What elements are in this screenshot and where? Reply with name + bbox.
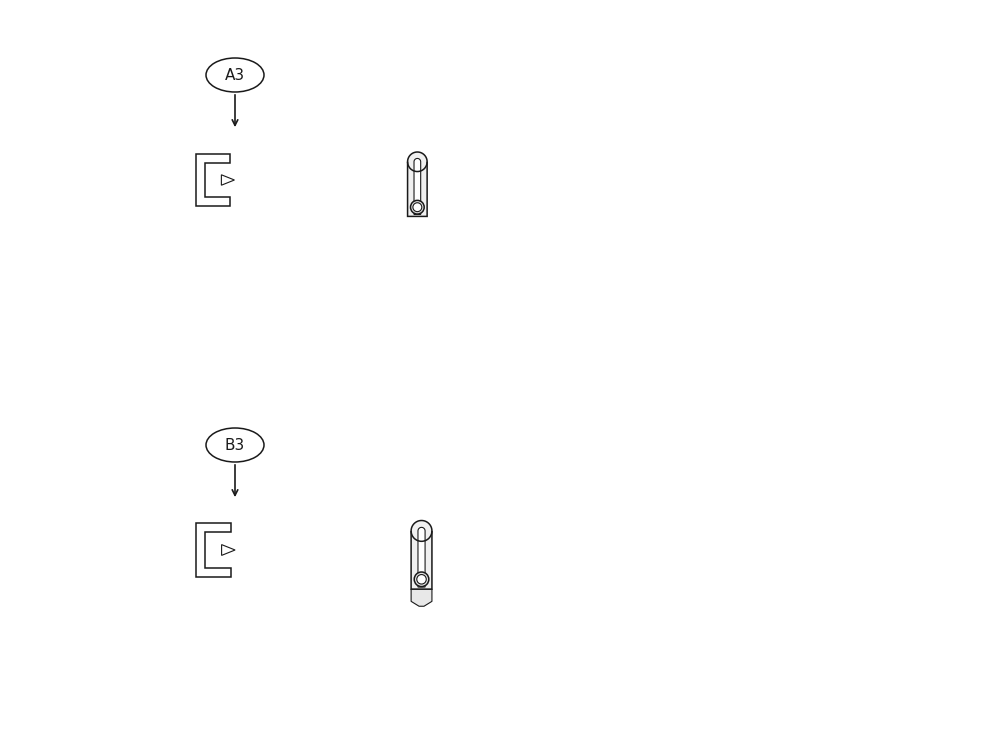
Polygon shape bbox=[196, 523, 231, 577]
Bar bbox=[650, 386, 945, 450]
Polygon shape bbox=[427, 139, 446, 228]
Polygon shape bbox=[418, 527, 425, 587]
Bar bbox=[650, 18, 945, 82]
Ellipse shape bbox=[417, 575, 426, 584]
Polygon shape bbox=[446, 133, 517, 212]
Polygon shape bbox=[411, 520, 432, 589]
Polygon shape bbox=[501, 124, 517, 198]
Polygon shape bbox=[408, 152, 427, 216]
Polygon shape bbox=[196, 154, 230, 206]
Ellipse shape bbox=[206, 428, 264, 462]
Text: B2: B2 bbox=[699, 426, 719, 441]
Polygon shape bbox=[446, 182, 517, 212]
Ellipse shape bbox=[206, 58, 264, 92]
Polygon shape bbox=[221, 175, 234, 185]
Polygon shape bbox=[452, 500, 528, 584]
Polygon shape bbox=[430, 124, 517, 196]
Bar bbox=[15, 383, 975, 738]
Text: A1: A1 bbox=[699, 26, 719, 41]
Bar bbox=[15, 15, 975, 370]
Text: B1: B1 bbox=[699, 395, 719, 410]
Polygon shape bbox=[408, 216, 427, 233]
Text: A3: A3 bbox=[225, 68, 245, 83]
Polygon shape bbox=[452, 553, 528, 584]
Polygon shape bbox=[411, 589, 432, 606]
Ellipse shape bbox=[413, 203, 422, 212]
Text: Right: Right bbox=[842, 395, 883, 410]
Polygon shape bbox=[414, 158, 421, 215]
Ellipse shape bbox=[411, 200, 424, 214]
Polygon shape bbox=[511, 491, 528, 569]
Ellipse shape bbox=[414, 572, 429, 587]
Polygon shape bbox=[222, 544, 235, 556]
Polygon shape bbox=[432, 506, 452, 602]
Text: 6" x 7 1/4": 6" x 7 1/4" bbox=[560, 311, 716, 339]
Polygon shape bbox=[435, 491, 528, 567]
Text: B3: B3 bbox=[225, 437, 245, 453]
Text: 6" x 8 1/2": 6" x 8 1/2" bbox=[545, 686, 701, 714]
Text: Left: Left bbox=[848, 59, 877, 74]
Text: A2: A2 bbox=[699, 59, 719, 74]
Text: Right: Right bbox=[842, 26, 883, 41]
Text: Left: Left bbox=[848, 426, 877, 441]
